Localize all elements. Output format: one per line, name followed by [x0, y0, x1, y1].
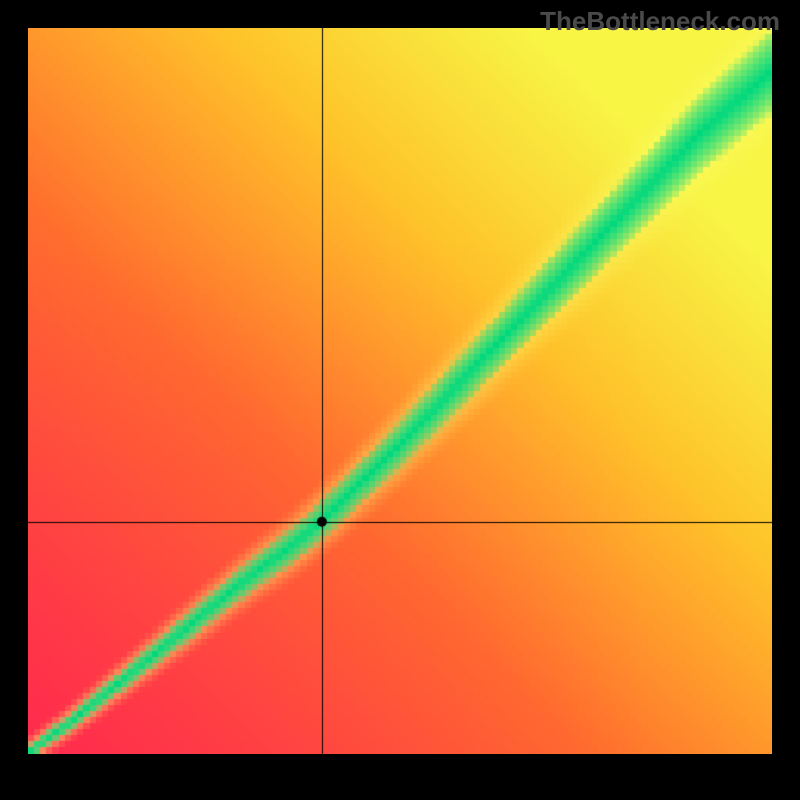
chart-container: TheBottleneck.com [0, 0, 800, 800]
bottleneck-heatmap [28, 28, 772, 754]
